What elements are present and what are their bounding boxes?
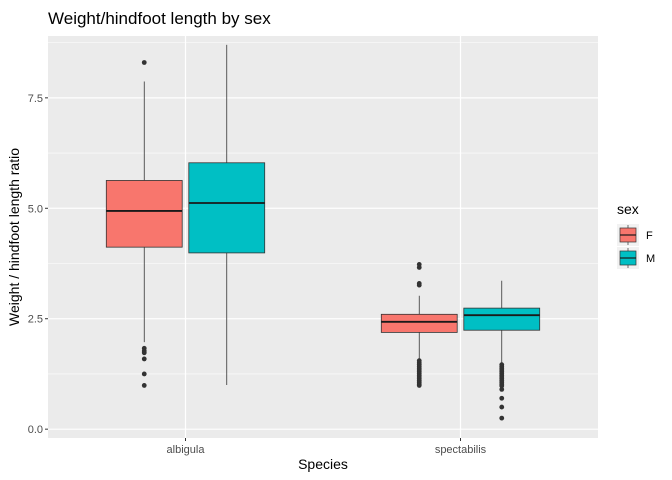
outlier-point (141, 356, 147, 362)
y-tick-label: 0.0 (28, 424, 43, 436)
outlier-point (416, 383, 422, 388)
box-spectabilis-M (463, 280, 541, 421)
x-tick-label: albigula (167, 444, 206, 456)
grid-lines (48, 36, 598, 438)
box-body (380, 313, 458, 333)
box-albigula-F (105, 60, 183, 388)
outlier-point (499, 387, 505, 392)
x-axis: albigula spectabilis (167, 438, 487, 456)
x-axis-title: Species (298, 456, 348, 472)
y-tick-label: 5.0 (28, 203, 43, 215)
outlier-point (141, 383, 147, 388)
legend-item-M: M (617, 247, 655, 269)
legend-items: FM (617, 224, 655, 269)
box-body (463, 307, 541, 331)
outlier-point (499, 404, 505, 410)
legend-title: sex (617, 201, 639, 217)
y-tick-label: 2.5 (28, 314, 43, 326)
legend-item-F: F (617, 224, 653, 246)
box-albigula-M (188, 44, 266, 385)
box-spectabilis-F (380, 261, 458, 388)
chart-title: Weight/hindfoot length by sex (48, 9, 271, 28)
outlier-point (416, 282, 422, 288)
y-axis-title: Weight / hindfoot length ratio (6, 148, 22, 326)
legend-label: F (646, 230, 653, 242)
outlier-point (499, 415, 505, 421)
outlier-point (141, 371, 147, 377)
y-tick-label: 7.5 (28, 93, 43, 105)
box-body (105, 180, 183, 248)
outlier-point (141, 60, 147, 65)
legend-label: M (646, 253, 655, 265)
x-tick-label: spectabilis (435, 444, 487, 456)
legend: sex FM (617, 201, 655, 269)
outlier-point (141, 350, 147, 356)
outlier-point (499, 383, 505, 389)
box-body (188, 162, 266, 254)
outlier-point (499, 395, 505, 401)
y-axis: 0.0 2.5 5.0 7.5 (28, 93, 48, 436)
boxes (105, 44, 541, 421)
outlier-point (416, 265, 422, 270)
